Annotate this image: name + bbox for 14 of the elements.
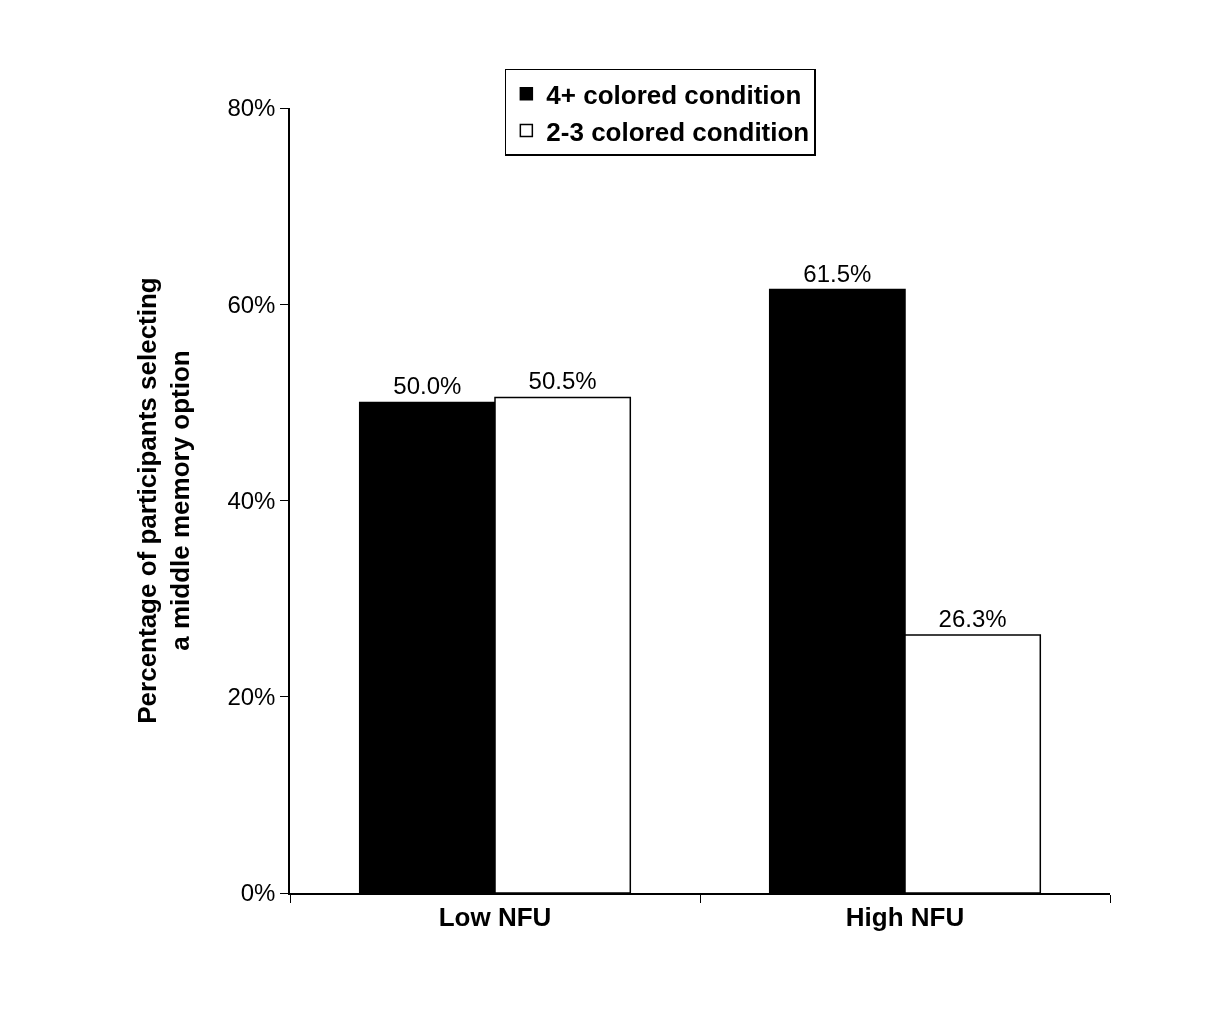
x-tick-label: High NFU xyxy=(845,901,965,932)
y-tick-label: 0% xyxy=(240,879,276,907)
data-label: 50.5% xyxy=(528,367,597,395)
legend-label: 2-3 colored condition xyxy=(546,116,810,147)
legend-label: 4+ colored condition xyxy=(546,79,802,110)
y-tick-label: 80% xyxy=(227,94,276,122)
y-tick-label: 20% xyxy=(227,683,276,711)
data-label: 50.0% xyxy=(393,372,462,400)
x-tick-label: Low NFU xyxy=(438,901,552,932)
y-tick-label: 60% xyxy=(227,290,276,318)
y-axis-title: Percentage of participants selecting a middle memory option xyxy=(131,277,196,724)
y-tick-label: 40% xyxy=(227,486,276,514)
data-label: 61.5% xyxy=(803,259,872,287)
data-label: 26.3% xyxy=(938,604,1007,632)
